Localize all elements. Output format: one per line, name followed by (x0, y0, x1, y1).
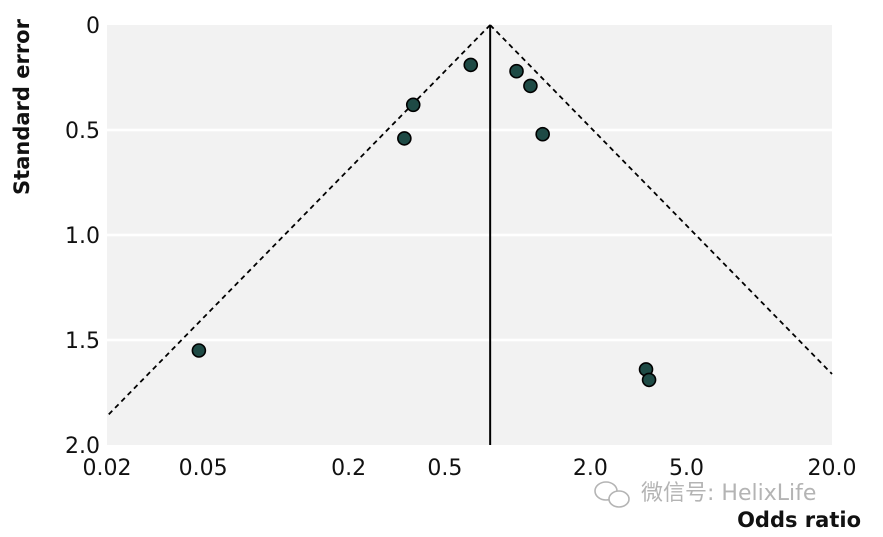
x-tick-label: 2.0 (573, 456, 608, 481)
data-point (641, 372, 657, 388)
y-tick-labels: 0 0.5 1.0 1.5 2.0 (65, 14, 100, 459)
y-tick-label: 2.0 (65, 434, 100, 459)
x-tick-label: 0.02 (83, 456, 132, 481)
x-tick-label: 20.0 (808, 456, 857, 481)
x-tick-labels: 0.02 0.05 0.2 0.5 2.0 5.0 20.0 (83, 456, 857, 481)
gridlines (107, 128, 832, 342)
y-tick-label: 1.5 (65, 329, 100, 354)
data-points (191, 57, 657, 388)
data-point (463, 57, 479, 73)
x-tick-label: 0.2 (331, 456, 366, 481)
lower-confidence-limit (106, 24, 491, 417)
funnel-lines (106, 24, 833, 445)
y-tick-label: 0 (86, 14, 100, 39)
wechat-icon (594, 481, 630, 508)
watermark: 微信号: HelixLife (594, 481, 816, 508)
data-point (405, 97, 421, 113)
y-axis-title: Standard error (10, 18, 34, 195)
x-tick-label: 5.0 (669, 456, 704, 481)
data-point (509, 63, 524, 79)
x-tick-label: 0.5 (427, 456, 462, 481)
x-tick-label: 0.05 (179, 456, 228, 481)
y-tick-label: 0.5 (65, 119, 100, 144)
data-point (535, 126, 550, 142)
upper-confidence-limit (489, 24, 833, 375)
x-axis-title: Odds ratio (737, 508, 861, 532)
data-point (397, 131, 412, 146)
watermark-text: 微信号: HelixLife (641, 481, 816, 506)
data-point (191, 343, 207, 358)
data-point (523, 78, 538, 94)
y-tick-label: 1.0 (65, 224, 100, 249)
